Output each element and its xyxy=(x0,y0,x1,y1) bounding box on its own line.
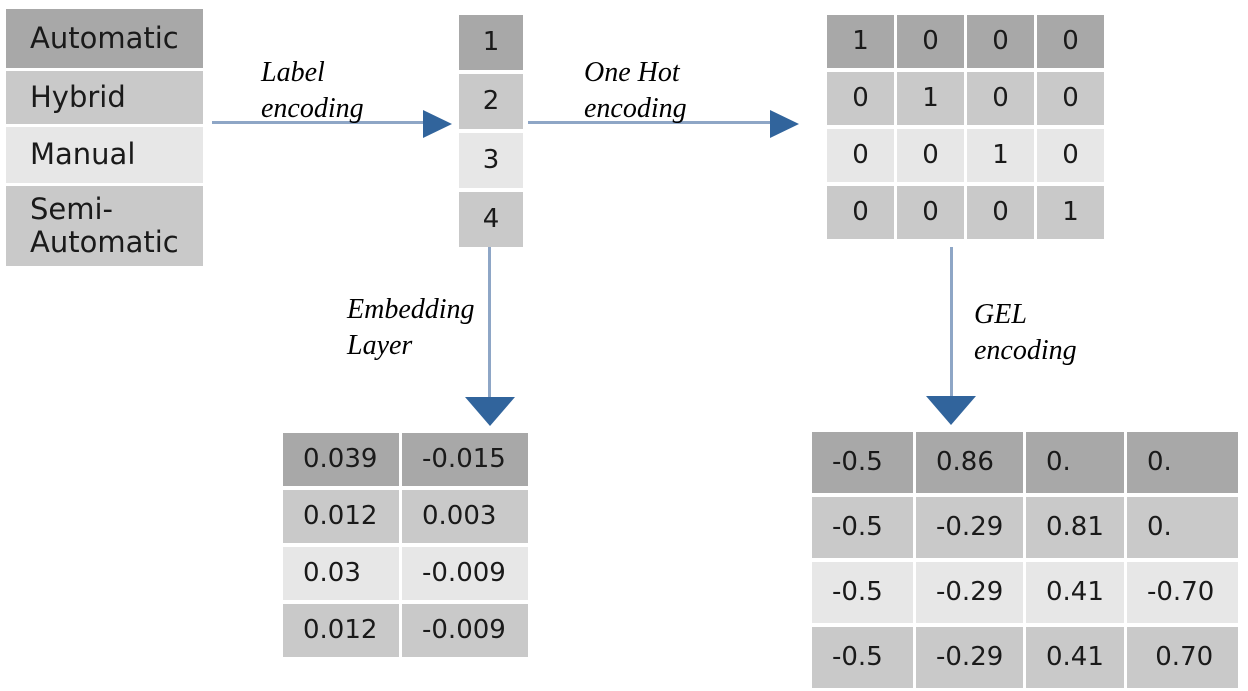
category-table: Automatic Hybrid Manual Semi- Automatic xyxy=(6,9,203,266)
onehot-cell: 0 xyxy=(1037,129,1104,182)
onehot-cell: 0 xyxy=(967,72,1034,125)
label-cell: 3 xyxy=(459,133,523,188)
gel-cell: -0.5 xyxy=(812,497,913,558)
gel-cell: -0.29 xyxy=(916,497,1023,558)
onehot-cell: 0 xyxy=(827,72,894,125)
gel-cell: 0.41 xyxy=(1026,627,1124,688)
category-cell: Hybrid xyxy=(6,71,203,124)
onehot-cell: 1 xyxy=(827,15,894,68)
category-cell: Automatic xyxy=(6,9,203,68)
onehot-cell: 0 xyxy=(897,15,964,68)
embedding-cell: 0.003 xyxy=(402,490,528,543)
label-column: 1 2 3 4 xyxy=(459,15,523,247)
onehot-cell: 0 xyxy=(827,129,894,182)
gel-cell: 0.70 xyxy=(1127,627,1238,688)
gel-table: -0.5 0.86 0. 0. -0.5 -0.29 0.81 0. -0.5 … xyxy=(812,432,1238,688)
onehot-cell: 1 xyxy=(967,129,1034,182)
gel-cell: -0.5 xyxy=(812,562,913,623)
arrow-right-icon xyxy=(770,110,799,138)
onehot-cell: 0 xyxy=(827,186,894,239)
embedding-cell: 0.012 xyxy=(283,604,399,657)
embedding-cell: -0.009 xyxy=(402,604,528,657)
embedding-layer-arrow-line xyxy=(488,247,491,399)
onehot-table: 1 0 0 0 0 1 0 0 0 0 1 0 0 0 0 1 xyxy=(827,15,1104,239)
arrow-down-icon xyxy=(926,396,976,425)
label-encoding-arrow-line xyxy=(212,121,424,124)
gel-cell: -0.29 xyxy=(916,627,1023,688)
arrow-down-icon xyxy=(465,397,515,426)
embedding-layer-label: Embedding Layer xyxy=(347,294,475,362)
one-hot-encoding-label: One Hot encoding xyxy=(584,57,687,125)
embedding-cell: -0.009 xyxy=(402,547,528,600)
gel-cell: -0.29 xyxy=(916,562,1023,623)
onehot-cell: 0 xyxy=(967,15,1034,68)
onehot-cell: 1 xyxy=(897,72,964,125)
arrow-right-icon xyxy=(423,110,452,138)
gel-cell: 0. xyxy=(1127,432,1238,493)
gel-encoding-label: GEL encoding xyxy=(974,299,1077,367)
onehot-cell: 0 xyxy=(1037,15,1104,68)
onehot-cell: 0 xyxy=(897,186,964,239)
category-cell: Semi- Automatic xyxy=(6,186,203,266)
label-cell: 1 xyxy=(459,15,523,70)
label-encoding-label: Label encoding xyxy=(261,57,364,125)
one-hot-encoding-arrow-line xyxy=(528,121,771,124)
gel-encoding-arrow-line xyxy=(950,247,953,398)
onehot-cell: 1 xyxy=(1037,186,1104,239)
category-cell: Manual xyxy=(6,127,203,183)
onehot-cell: 0 xyxy=(967,186,1034,239)
embedding-cell: 0.03 xyxy=(283,547,399,600)
gel-cell: 0. xyxy=(1026,432,1124,493)
gel-cell: -0.5 xyxy=(812,627,913,688)
onehot-cell: 0 xyxy=(1037,72,1104,125)
embedding-cell: 0.039 xyxy=(283,433,399,486)
embedding-table: 0.039 -0.015 0.012 0.003 0.03 -0.009 0.0… xyxy=(283,433,528,657)
gel-cell: 0.81 xyxy=(1026,497,1124,558)
gel-cell: 0. xyxy=(1127,497,1238,558)
gel-cell: -0.70 xyxy=(1127,562,1238,623)
embedding-cell: 0.012 xyxy=(283,490,399,543)
embedding-cell: -0.015 xyxy=(402,433,528,486)
gel-cell: 0.86 xyxy=(916,432,1023,493)
gel-cell: 0.41 xyxy=(1026,562,1124,623)
label-cell: 4 xyxy=(459,192,523,247)
onehot-cell: 0 xyxy=(897,129,964,182)
label-cell: 2 xyxy=(459,74,523,129)
gel-cell: -0.5 xyxy=(812,432,913,493)
